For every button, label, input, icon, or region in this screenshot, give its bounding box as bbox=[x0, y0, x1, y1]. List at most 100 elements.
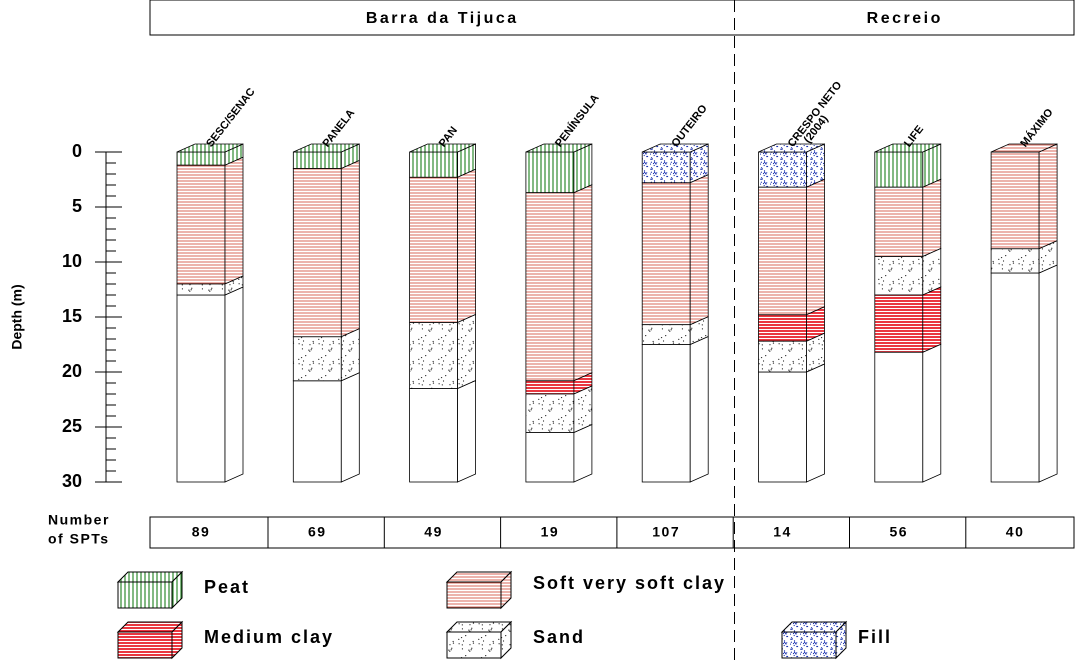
y-tick-label: 30 bbox=[62, 471, 82, 491]
legend-swatch-top bbox=[116, 571, 184, 583]
legend-swatch-top bbox=[116, 621, 184, 633]
layer-front bbox=[409, 388, 459, 483]
legend-label: Soft very soft clay bbox=[533, 573, 726, 593]
borehole-column bbox=[176, 143, 244, 483]
spt-count: 107 bbox=[652, 524, 680, 540]
column-top bbox=[176, 143, 244, 153]
layer-front bbox=[641, 344, 691, 483]
layer-front bbox=[176, 151, 226, 166]
layer-front bbox=[409, 151, 459, 178]
layer-side bbox=[1038, 240, 1058, 274]
y-tick-label: 15 bbox=[62, 306, 82, 326]
legend-swatch-side bbox=[835, 620, 847, 660]
layer-front bbox=[990, 272, 1040, 483]
layer-front bbox=[874, 256, 924, 296]
column-label: OUTEIRO bbox=[669, 102, 710, 149]
spt-row-box bbox=[149, 516, 1075, 549]
layer-front bbox=[641, 151, 691, 184]
column-label: MÁXIMO bbox=[1018, 106, 1056, 150]
column-top bbox=[293, 143, 360, 153]
column-label: PANELA bbox=[320, 107, 357, 149]
layer-side bbox=[340, 372, 360, 483]
layer-side bbox=[922, 286, 942, 353]
column-top bbox=[525, 143, 593, 153]
spt-count: 49 bbox=[424, 524, 443, 540]
layer-front bbox=[874, 294, 924, 353]
layer-side bbox=[689, 174, 709, 326]
y-tick-label: 10 bbox=[62, 251, 82, 271]
layer-front bbox=[874, 186, 924, 257]
layer-side bbox=[689, 316, 709, 346]
layer-side bbox=[922, 178, 942, 258]
column-label: SESC/SENAC bbox=[204, 86, 258, 150]
spt-count: 69 bbox=[308, 524, 327, 540]
layer-front bbox=[874, 151, 924, 188]
layer-side bbox=[573, 385, 593, 434]
layer-side bbox=[457, 379, 477, 483]
layer-side bbox=[340, 159, 360, 338]
column-top bbox=[990, 143, 1058, 153]
borehole-column bbox=[292, 143, 360, 483]
region-label: Barra da Tijuca bbox=[366, 10, 519, 27]
layer-side bbox=[806, 363, 825, 483]
layer-front bbox=[292, 151, 342, 169]
layer-side bbox=[457, 168, 477, 324]
column-top bbox=[758, 143, 825, 153]
region-header-box bbox=[149, 0, 1075, 36]
layer-front bbox=[641, 182, 691, 326]
layer-front bbox=[525, 151, 575, 194]
borehole-column bbox=[990, 143, 1058, 483]
legend-swatch bbox=[446, 581, 502, 609]
spt-count: 56 bbox=[890, 524, 909, 540]
spt-count: 14 bbox=[773, 524, 792, 540]
legend-swatch-top bbox=[445, 621, 513, 633]
layer-front bbox=[292, 168, 342, 338]
axis-label: Depth (m) bbox=[9, 284, 25, 349]
y-tick-label: 25 bbox=[62, 416, 82, 436]
layer-side bbox=[806, 332, 825, 373]
layer-front bbox=[990, 151, 1040, 250]
region-label: Recreio bbox=[867, 10, 943, 27]
spt-label: of SPTs bbox=[48, 531, 110, 547]
layer-front bbox=[525, 380, 575, 395]
layer-side bbox=[1038, 143, 1058, 250]
layer-side bbox=[224, 275, 244, 296]
layer-front bbox=[409, 322, 459, 389]
borehole-column bbox=[641, 143, 709, 483]
layer-front bbox=[641, 324, 691, 345]
spt-count: 40 bbox=[1006, 524, 1025, 540]
spt-count: 19 bbox=[541, 524, 560, 540]
layer-side bbox=[224, 286, 244, 483]
column-label: PENÍNSULA bbox=[552, 92, 601, 150]
layer-side bbox=[1038, 264, 1058, 483]
layer-front bbox=[292, 380, 342, 483]
borehole-column bbox=[409, 143, 477, 483]
layer-front bbox=[409, 176, 459, 323]
legend-label: Medium clay bbox=[204, 627, 334, 647]
legend-label: Fill bbox=[858, 627, 892, 647]
layer-front bbox=[990, 248, 1040, 274]
legend-swatch-side bbox=[500, 620, 512, 660]
layer-front bbox=[758, 314, 807, 342]
legend-swatch-top bbox=[780, 621, 848, 633]
spt-label: Number bbox=[48, 512, 110, 528]
layer-front bbox=[525, 432, 575, 483]
legend-label: Peat bbox=[204, 577, 250, 597]
legend-swatch-top bbox=[445, 571, 513, 583]
layer-front bbox=[874, 351, 924, 483]
y-tick-label: 0 bbox=[72, 141, 82, 161]
layer-side bbox=[573, 184, 593, 382]
layer-side bbox=[922, 343, 942, 483]
legend-swatch bbox=[117, 581, 173, 609]
layer-front bbox=[176, 283, 226, 296]
layer-front bbox=[292, 336, 342, 382]
legend-swatch bbox=[781, 631, 837, 659]
column-top bbox=[642, 143, 709, 153]
layer-side bbox=[806, 178, 825, 316]
spt-count: 89 bbox=[192, 524, 211, 540]
legend-swatch-side bbox=[171, 570, 183, 610]
legend-label: Sand bbox=[533, 627, 585, 647]
column-top bbox=[409, 143, 476, 153]
legend-swatch bbox=[117, 631, 173, 659]
